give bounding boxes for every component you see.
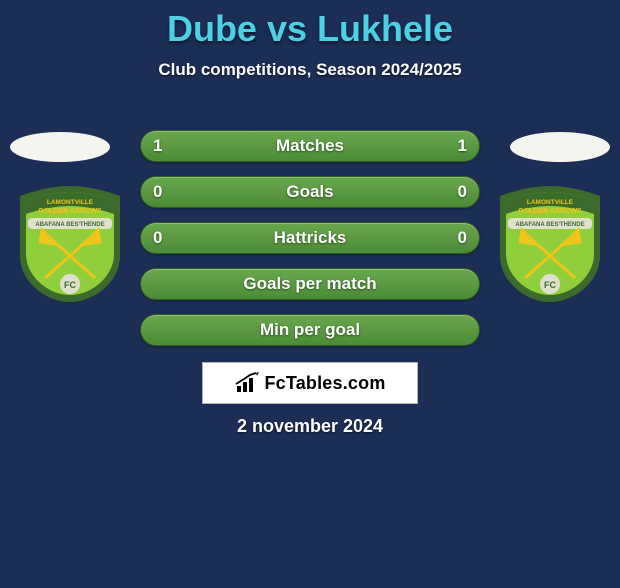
stat-left-value: 0 [153, 228, 162, 248]
brand-text: FcTables.com [264, 373, 385, 394]
stat-right-value: 0 [458, 228, 467, 248]
date-text: 2 november 2024 [0, 416, 620, 437]
svg-text:FC: FC [64, 280, 76, 290]
stats-container: 1 Matches 1 0 Goals 0 0 Hattricks 0 Goal… [140, 130, 480, 346]
club-badge-left: LAMONTVILLE GOLDEN ARROWS ABAFANA BES'TH… [20, 186, 120, 302]
svg-text:ABAFANA BES'THENDE: ABAFANA BES'THENDE [35, 222, 104, 228]
stat-label: Matches [276, 136, 344, 156]
stat-label: Goals [286, 182, 333, 202]
stat-row-min-per-goal: Min per goal [140, 314, 480, 346]
stat-row-hattricks: 0 Hattricks 0 [140, 222, 480, 254]
stat-right-value: 0 [458, 182, 467, 202]
subtitle: Club competitions, Season 2024/2025 [0, 60, 620, 80]
stat-left-value: 0 [153, 182, 162, 202]
player-right-avatar-placeholder [510, 132, 610, 162]
stat-label: Goals per match [243, 274, 376, 294]
player-left-avatar-placeholder [10, 132, 110, 162]
svg-text:GOLDEN ARROWS: GOLDEN ARROWS [38, 208, 102, 215]
golden-arrows-badge-icon: LAMONTVILLE GOLDEN ARROWS ABAFANA BES'TH… [20, 186, 120, 302]
svg-text:GOLDEN ARROWS: GOLDEN ARROWS [518, 208, 582, 215]
stat-row-goals-per-match: Goals per match [140, 268, 480, 300]
club-badge-right: LAMONTVILLE GOLDEN ARROWS ABAFANA BES'TH… [500, 186, 600, 302]
svg-text:LAMONTVILLE: LAMONTVILLE [47, 199, 94, 206]
svg-text:ABAFANA BES'THENDE: ABAFANA BES'THENDE [515, 222, 584, 228]
stat-left-value: 1 [153, 136, 162, 156]
golden-arrows-badge-icon: LAMONTVILLE GOLDEN ARROWS ABAFANA BES'TH… [500, 186, 600, 302]
stat-row-goals: 0 Goals 0 [140, 176, 480, 208]
bar-chart-icon [234, 372, 260, 394]
stat-label: Min per goal [260, 320, 360, 340]
stat-label: Hattricks [274, 228, 347, 248]
svg-text:FC: FC [544, 280, 556, 290]
page-title: Dube vs Lukhele [0, 8, 620, 50]
brand-watermark: FcTables.com [202, 362, 418, 404]
stat-row-matches: 1 Matches 1 [140, 130, 480, 162]
svg-text:LAMONTVILLE: LAMONTVILLE [527, 199, 574, 206]
stat-right-value: 1 [458, 136, 467, 156]
